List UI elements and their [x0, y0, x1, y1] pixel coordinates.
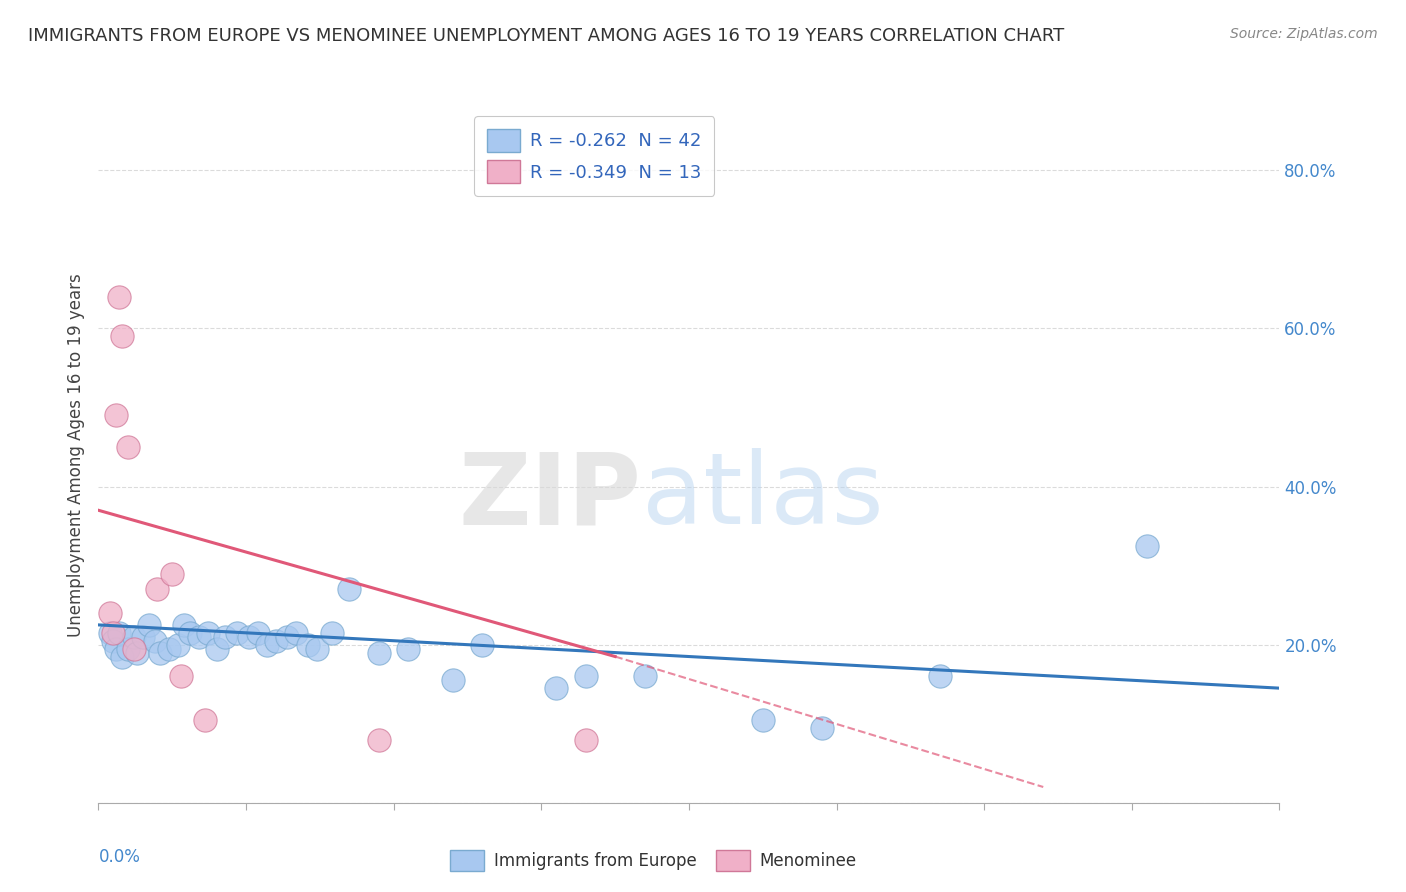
- Point: [117, 440, 139, 454]
- Point: [122, 641, 145, 656]
- Point: [103, 633, 125, 648]
- Point: [441, 673, 464, 688]
- Point: [396, 641, 419, 656]
- Point: [197, 625, 219, 640]
- Point: [111, 649, 134, 664]
- Point: [187, 630, 209, 644]
- Point: [256, 638, 278, 652]
- Point: [574, 669, 596, 683]
- Point: [98, 606, 121, 620]
- Point: [574, 732, 596, 747]
- Point: [285, 625, 308, 640]
- Point: [544, 681, 567, 695]
- Point: [633, 669, 655, 683]
- Point: [205, 641, 228, 656]
- Point: [810, 721, 832, 735]
- Point: [125, 646, 148, 660]
- Point: [214, 630, 236, 644]
- Point: [305, 641, 328, 656]
- Point: [167, 638, 190, 652]
- Point: [238, 630, 260, 644]
- Point: [146, 582, 169, 597]
- Point: [103, 625, 125, 640]
- Point: [297, 638, 319, 652]
- Point: [157, 641, 180, 656]
- Y-axis label: Unemployment Among Ages 16 to 19 years: Unemployment Among Ages 16 to 19 years: [66, 273, 84, 637]
- Point: [149, 646, 172, 660]
- Point: [368, 646, 391, 660]
- Point: [138, 618, 160, 632]
- Point: [179, 625, 201, 640]
- Point: [321, 625, 343, 640]
- Point: [143, 633, 166, 648]
- Point: [111, 329, 134, 343]
- Point: [226, 625, 249, 640]
- Point: [471, 638, 494, 652]
- Legend: Immigrants from Europe, Menominee: Immigrants from Europe, Menominee: [443, 843, 863, 878]
- Point: [928, 669, 950, 683]
- Point: [170, 669, 193, 683]
- Point: [337, 582, 360, 597]
- Point: [122, 630, 145, 644]
- Point: [162, 566, 183, 581]
- Point: [105, 641, 128, 656]
- Point: [1135, 539, 1157, 553]
- Point: [194, 713, 217, 727]
- Text: ZIP: ZIP: [458, 448, 641, 545]
- Text: IMMIGRANTS FROM EUROPE VS MENOMINEE UNEMPLOYMENT AMONG AGES 16 TO 19 YEARS CORRE: IMMIGRANTS FROM EUROPE VS MENOMINEE UNEM…: [28, 27, 1064, 45]
- Point: [264, 633, 287, 648]
- Point: [276, 630, 298, 644]
- Point: [173, 618, 195, 632]
- Point: [368, 732, 391, 747]
- Point: [108, 625, 131, 640]
- Point: [246, 625, 269, 640]
- Point: [108, 290, 131, 304]
- Point: [98, 625, 121, 640]
- Text: Source: ZipAtlas.com: Source: ZipAtlas.com: [1230, 27, 1378, 41]
- Point: [105, 409, 128, 423]
- Text: 0.0%: 0.0%: [98, 848, 141, 866]
- Text: atlas: atlas: [641, 448, 883, 545]
- Point: [132, 630, 155, 644]
- Point: [751, 713, 773, 727]
- Point: [117, 641, 139, 656]
